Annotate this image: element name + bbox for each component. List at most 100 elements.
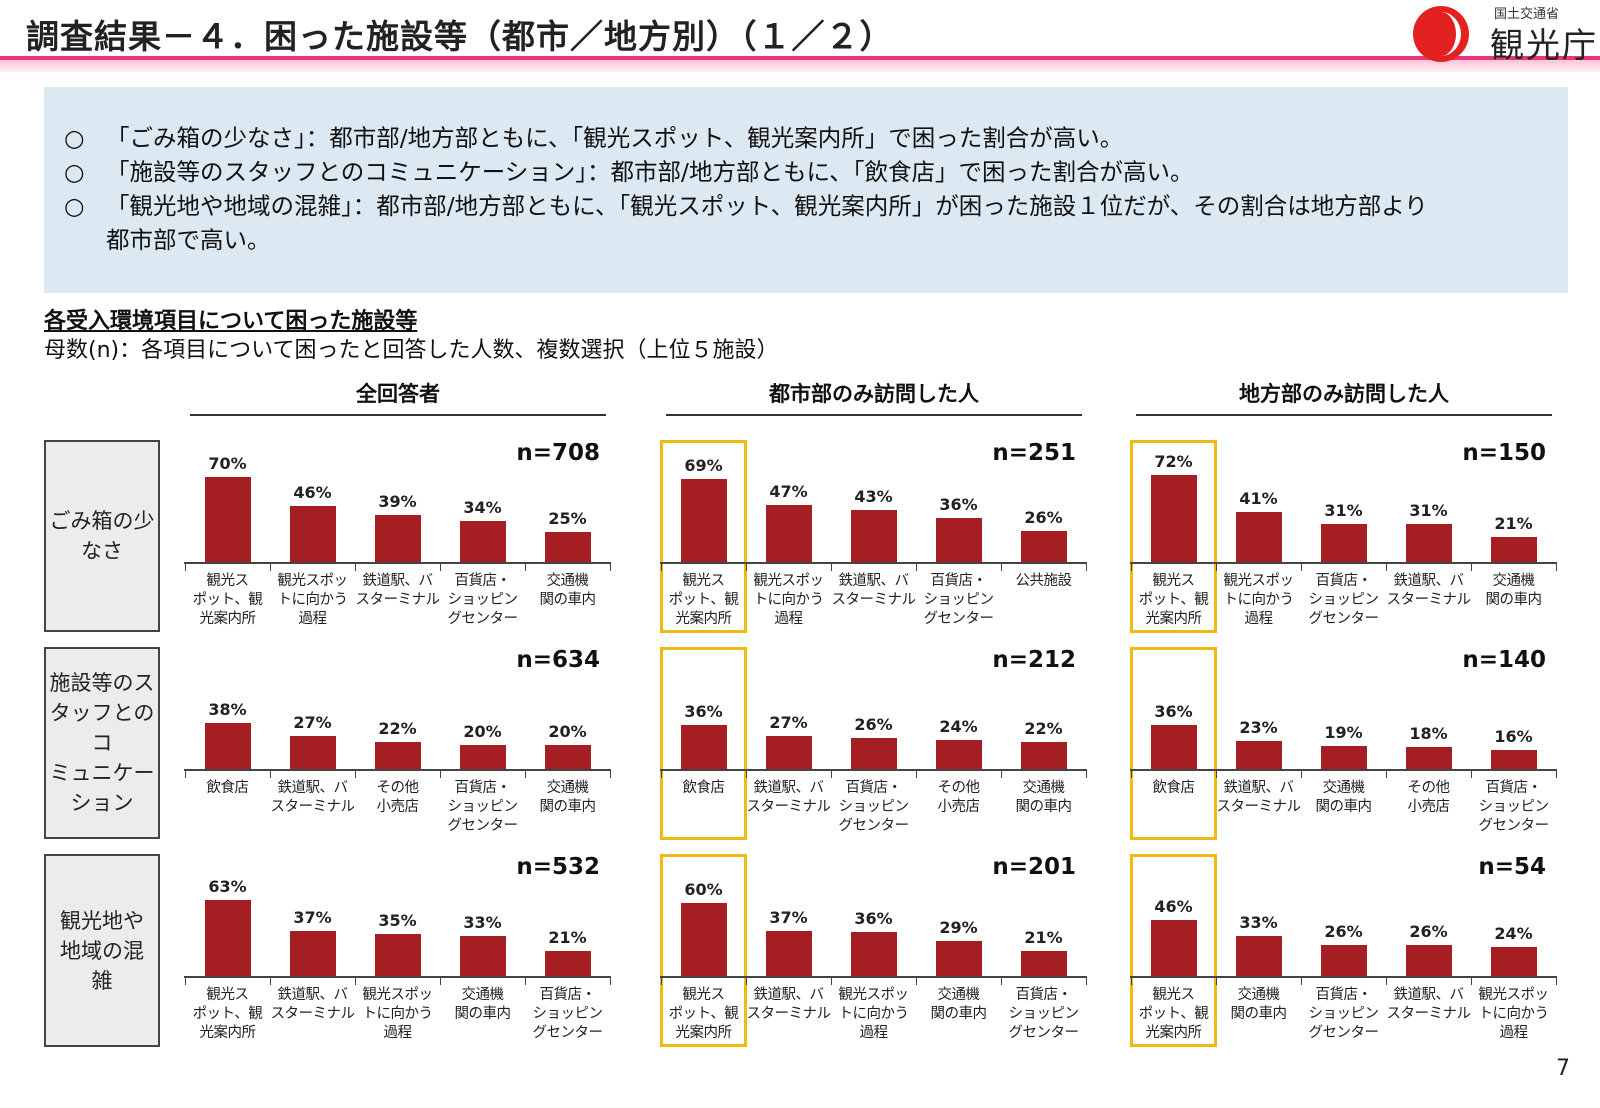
bar <box>204 477 251 562</box>
category-tick-label: 観光ス ポット、観 光案内所 <box>192 573 263 627</box>
x-axis-tick <box>185 977 186 985</box>
bar-value-label: 25% <box>548 508 587 528</box>
bar-value-label: 26% <box>1324 921 1363 941</box>
x-axis-tick <box>355 770 356 778</box>
x-axis-line <box>660 562 1087 564</box>
bar-value-label: 27% <box>769 713 808 733</box>
summary-item: ○ 「観光地や地域の混雑」：都市部/地方部ともに、「観光スポット、観光案内所」が… <box>64 189 1568 223</box>
top-category-highlight-box <box>660 647 747 840</box>
x-axis-tick <box>661 563 662 571</box>
top-category-highlight-box <box>660 440 747 633</box>
bar <box>935 940 982 976</box>
category-tick-label: 観光スポッ トに向かう 過程 <box>838 987 910 1041</box>
x-axis-line <box>1130 769 1557 771</box>
x-axis-line <box>660 976 1087 978</box>
category-tick-label: 鉄道駅、バ スターミナル <box>270 987 356 1022</box>
x-axis-tick <box>355 977 356 985</box>
x-axis-tick <box>355 563 356 571</box>
category-tick-label: 鉄道駅、バ スターミナル <box>831 573 917 608</box>
category-tick-label: 百貨店・ ショッピン グセンター <box>1478 780 1550 834</box>
bar <box>1235 741 1282 769</box>
category-tick-label: 観光スポッ トに向かう 過程 <box>1223 573 1295 627</box>
category-tick-label: 飲食店 <box>1152 780 1196 796</box>
x-axis-tick <box>1001 563 1002 571</box>
x-axis-tick <box>440 770 441 778</box>
bar-value-label: 47% <box>769 482 808 502</box>
bar <box>374 514 421 562</box>
category-tick-label: 鉄道駅、バ スターミナル <box>270 780 356 815</box>
bar <box>1020 742 1067 769</box>
bar-chart-panel: n=532 63% 観光ス ポット、観 光案内所 37% 鉄道駅、バ スターミナル 35%… <box>184 854 611 1049</box>
row-label-trash-bins: ごみ箱の少 なさ <box>44 440 160 632</box>
bar-value-label: 41% <box>1239 489 1278 509</box>
x-axis-tick <box>1471 977 1472 985</box>
x-axis-tick <box>1001 977 1002 985</box>
bar-value-label: 39% <box>378 491 417 511</box>
summary-text: 「ごみ箱の少なさ」：都市部/地方部ともに、「観光スポット、観光案内所」で困った割… <box>106 124 1124 152</box>
sample-size-label: n=708 <box>516 440 600 466</box>
category-tick-label: 観光スポッ トに向かう 過程 <box>277 573 349 627</box>
category-tick-label: 飲食店 <box>682 780 726 796</box>
category-tick-label: その他 小売店 <box>937 780 981 815</box>
x-axis-tick <box>661 977 662 985</box>
summary-text: 「観光地や地域の混雑」：都市部/地方部ともに、「観光スポット、観光案内所」が困っ… <box>106 192 1428 220</box>
bar-value-label: 18% <box>1409 724 1448 744</box>
bar <box>850 737 897 769</box>
bar <box>850 509 897 562</box>
x-axis-tick <box>525 977 526 985</box>
bar <box>289 506 336 562</box>
x-axis-tick <box>1471 563 1472 571</box>
bar-value-label: 24% <box>939 716 978 736</box>
sample-size-label: n=201 <box>992 854 1076 880</box>
bar <box>1405 524 1452 562</box>
x-axis-tick <box>1301 770 1302 778</box>
bar <box>680 903 727 976</box>
category-tick-label: 鉄道駅、バ スターミナル <box>746 780 832 815</box>
bar-value-label: 22% <box>1024 719 1063 739</box>
x-axis-tick <box>1556 770 1557 778</box>
x-axis-tick <box>525 563 526 571</box>
column-header-urban: 都市部のみ訪問した人 <box>666 378 1082 416</box>
bar-value-label: 70% <box>208 454 247 474</box>
bar <box>289 736 336 769</box>
x-axis-tick <box>1086 770 1087 778</box>
bar-value-label: 34% <box>463 497 502 517</box>
bar <box>935 739 982 769</box>
x-axis-tick <box>440 563 441 571</box>
bar <box>935 518 982 562</box>
x-axis-line <box>184 769 611 771</box>
bar <box>204 723 251 769</box>
bar-chart-panel: n=201 60% 観光ス ポット、観 光案内所 37% 鉄道駅、バ スターミナル 36%… <box>660 854 1087 1049</box>
bar-value-label: 22% <box>378 719 417 739</box>
bar-value-label: 26% <box>854 714 893 734</box>
bar-chart-panel: n=634 38% 飲食店 27% 鉄道駅、バ スターミナル 22% その他 小売店 20% 百… <box>184 647 611 842</box>
bar <box>1150 920 1197 976</box>
bar <box>765 736 812 769</box>
bar-value-label: 38% <box>208 700 247 720</box>
category-tick-label: 交通機 関の車内 <box>454 987 512 1022</box>
summary-item-continuation: 都市部で高い。 <box>64 223 1568 257</box>
japan-tourism-agency-logo-icon <box>1413 6 1469 62</box>
bar <box>1235 936 1282 976</box>
category-tick-label: 鉄道駅、バ スターミナル <box>1386 987 1472 1022</box>
x-axis-tick <box>610 977 611 985</box>
category-tick-label: 観光ス ポット、観 光案内所 <box>668 573 739 627</box>
category-tick-label: 交通機 関の車内 <box>539 573 597 608</box>
bar-value-label: 33% <box>463 913 502 933</box>
bar-value-label: 26% <box>1024 507 1063 527</box>
category-tick-label: 交通機 関の車内 <box>930 987 988 1022</box>
bar <box>1320 524 1367 562</box>
bar-value-label: 36% <box>939 495 978 515</box>
x-axis-tick <box>1386 563 1387 571</box>
bar-value-label: 20% <box>463 721 502 741</box>
bar-value-label: 46% <box>293 483 332 503</box>
bullet-circle-icon: ○ <box>64 124 85 152</box>
x-axis-line <box>184 562 611 564</box>
x-axis-tick <box>1301 977 1302 985</box>
logo-agency-text: 観光庁 <box>1490 26 1598 66</box>
bar-value-label: 36% <box>854 909 893 929</box>
bar-value-label: 60% <box>684 880 723 900</box>
bar-value-label: 69% <box>684 455 723 475</box>
bar <box>1405 747 1452 769</box>
bar <box>1150 474 1197 562</box>
